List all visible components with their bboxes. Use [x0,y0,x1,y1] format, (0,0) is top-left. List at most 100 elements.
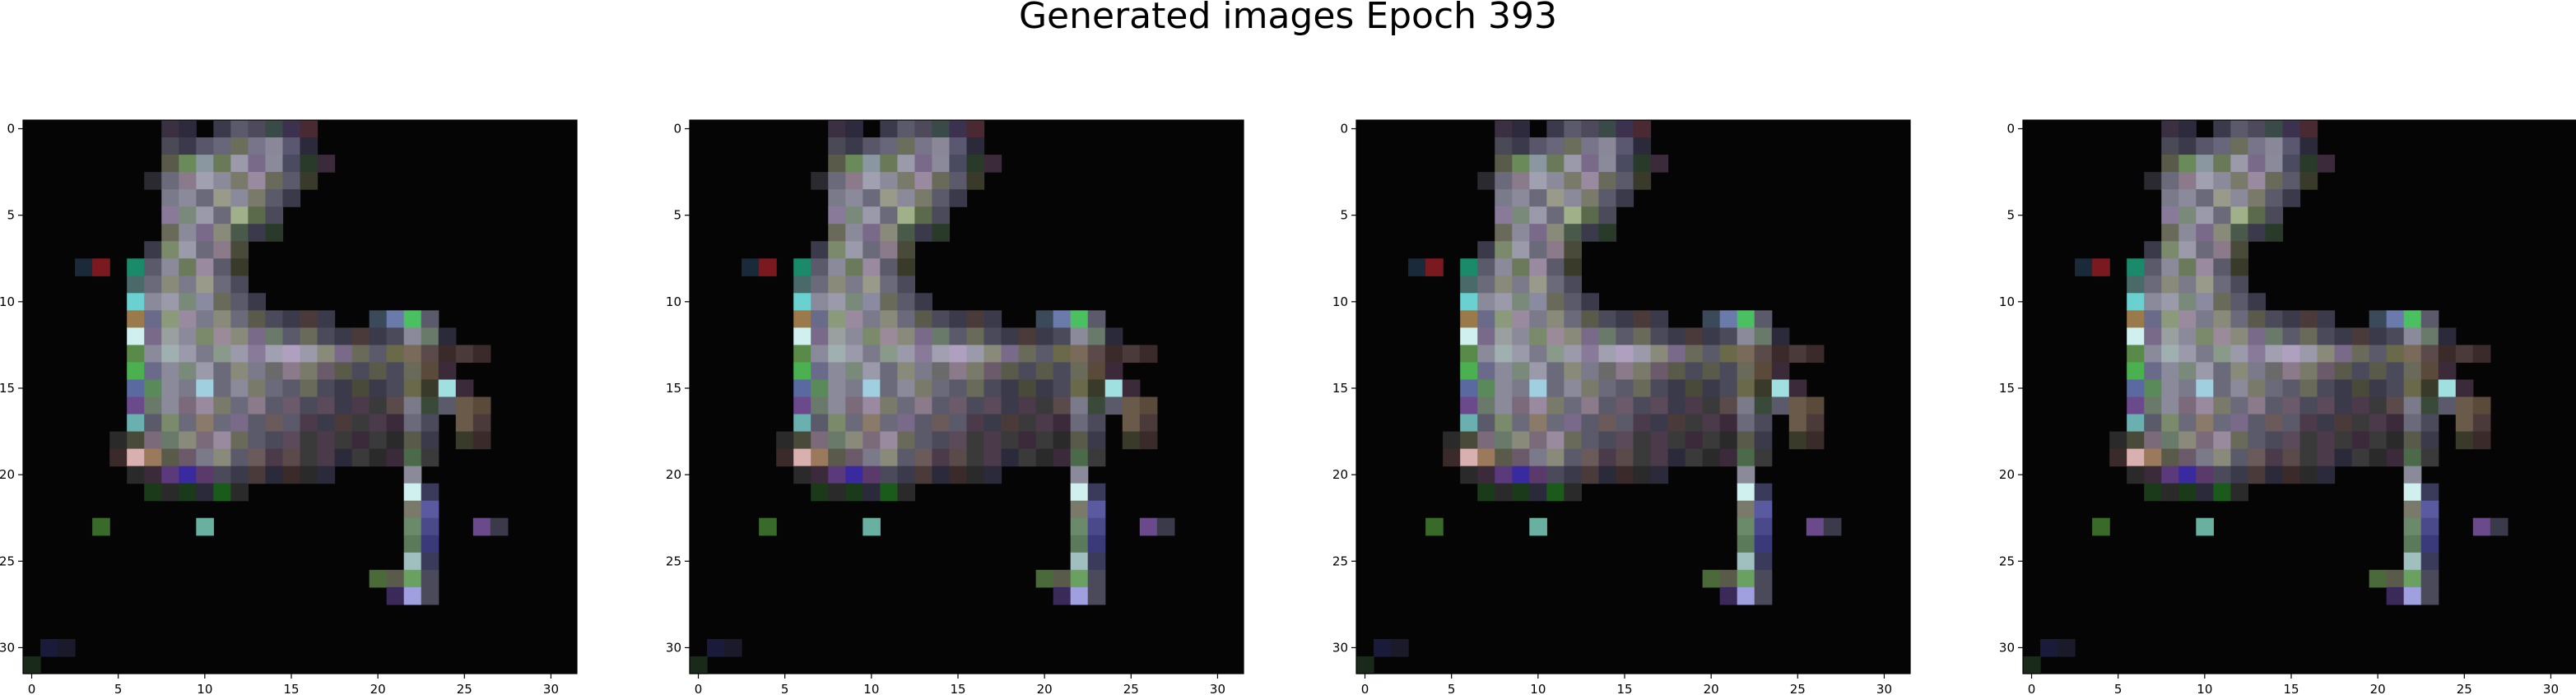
pixel-13-16 [1581,396,1600,415]
pixel-12-18 [2230,431,2249,450]
pixel-10-3 [196,172,214,190]
pixel-13-2 [2248,155,2267,173]
pixel-17-15 [317,379,336,398]
pixel-18-19 [334,448,353,467]
pixel-7-20 [1477,466,1495,484]
pixel-20-19 [1702,448,1721,467]
axes-frame [2022,119,2576,674]
pixel-12-11 [897,310,916,328]
pixel-6-14 [793,362,811,381]
pixel-14-0 [265,120,284,138]
pixel-15-4 [949,189,968,207]
pixel-25-17 [2455,414,2474,433]
pixel-6-10 [2127,293,2145,311]
pixel-19-12 [351,327,370,346]
pixel-11-21 [880,483,898,502]
y-tick-label: 15 [0,381,15,396]
pixel-12-11 [230,310,249,328]
pixel-17-13 [317,345,336,364]
y-tick-label: 0 [673,122,681,137]
pixel-11-7 [213,241,231,259]
pixel-10-20 [1529,466,1547,484]
pixel-22-20 [2403,466,2422,484]
pixel-7-14 [1477,362,1495,381]
pixel-19-12 [2351,327,2370,346]
pixel-8-15 [1495,379,1513,398]
pixel-10-17 [1529,414,1547,433]
pixel-9-14 [2178,362,2197,381]
pixel-23-18 [1087,431,1106,450]
pixel-13-10 [2248,293,2267,311]
x-tick-label: 25 [457,682,472,695]
pixel-23-14 [421,362,439,381]
pixel-14-20 [265,466,284,484]
pixel-14-11 [2265,310,2284,328]
pixel-9-6 [845,224,863,242]
pixel-23-26 [1754,569,1773,588]
pixel-10-9 [196,276,214,294]
pixel-22-11 [403,310,422,328]
pixel-23-13 [1087,345,1106,364]
pixel-16-16 [2299,396,2318,415]
pixel-7-18 [811,431,829,450]
pixel-15-19 [282,448,301,467]
pixel-9-18 [2178,431,2197,450]
pixel-14-18 [1598,431,1617,450]
pixel-6-13 [2127,345,2145,364]
axes-frame [22,119,578,674]
pixel-8-9 [161,276,179,294]
pixel-9-18 [1512,431,1530,450]
pixel-21-17 [1053,414,1072,433]
pixel-11-10 [880,293,898,311]
x-tick-label: 30 [1876,682,1892,695]
pixel-21-11 [1719,310,1738,328]
pixel-9-9 [845,276,863,294]
pixel-11-14 [1546,362,1565,381]
pixel-12-4 [2230,189,2249,207]
pixel-16-15 [966,379,985,398]
pixel-10-2 [863,155,881,173]
pixel-14-3 [2265,172,2284,190]
pixel-19-13 [2351,345,2370,364]
pixel-23-11 [2420,310,2439,328]
pixel-15-19 [2282,448,2301,467]
pixel-14-12 [1598,327,1617,346]
pixel-8-11 [1495,310,1513,328]
pixel-11-21 [213,483,231,502]
pixel-7-9 [144,276,162,294]
x-tick-label: 0 [695,682,703,695]
pixel-7-8 [811,258,829,276]
pixel-20-12 [369,327,388,346]
pixel-8-2 [828,155,846,173]
pixel-23-17 [1754,414,1773,433]
pixel-7-3 [2144,172,2162,190]
pixel-23-24 [1754,535,1773,554]
pixel-17-12 [1650,327,1669,346]
pixel-19-18 [1018,431,1037,450]
pixel-6-16 [2127,396,2145,415]
pixel-17-13 [1650,345,1669,364]
pixel-11-17 [2213,414,2231,433]
pixel-13-16 [2248,396,2267,415]
pixel-13-4 [1581,189,1600,207]
pixel-18-18 [2334,431,2353,450]
pixel-12-1 [2230,137,2249,155]
pixel-23-21 [1754,483,1773,502]
pixel-14-19 [1598,448,1617,467]
pixel-11-17 [213,414,231,433]
pixel-11-11 [880,310,898,328]
pixel-15-17 [949,414,968,433]
pixel-27-23 [1823,517,1842,536]
pixel-6-9 [1460,276,1478,294]
pixel-11-3 [1546,172,1565,190]
pixel-7-7 [2144,241,2162,259]
pixel-10-4 [863,189,881,207]
pixel-23-22 [1754,500,1773,519]
y-tick-label: 15 [666,381,681,396]
pixel-15-16 [2282,396,2301,415]
pixel-15-15 [2282,379,2301,398]
pixel-24-15 [438,379,457,398]
pixel-20-26 [1702,569,1721,588]
pixel-9-2 [1512,155,1530,173]
pixel-26-17 [1806,414,1825,433]
